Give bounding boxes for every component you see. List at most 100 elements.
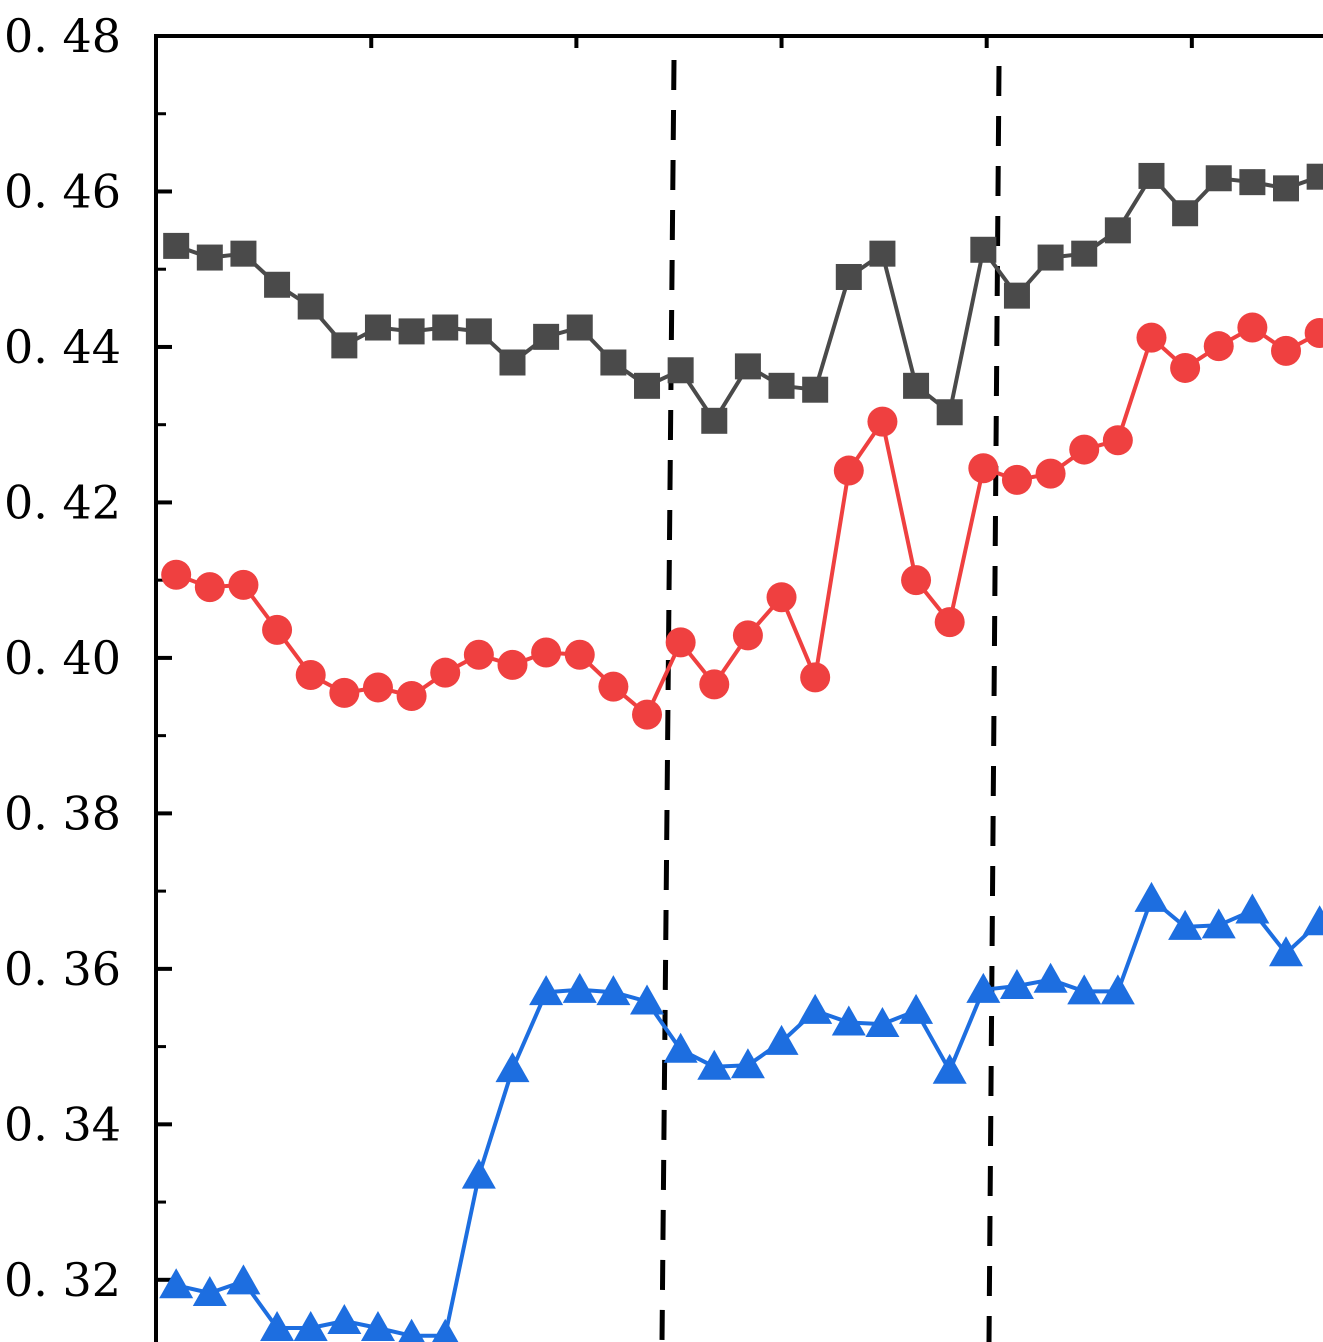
reference-lines (659, 59, 1002, 1342)
data-point-triangle (529, 975, 564, 1006)
y-tick-label: 0. 38 (4, 786, 121, 840)
data-point-square (667, 357, 694, 384)
y-tick-label: 0. 48 (4, 9, 121, 63)
y-tick-label: 0. 32 (4, 1253, 121, 1307)
y-tick-label: 0. 44 (4, 320, 121, 374)
data-point-circle (1069, 434, 1100, 465)
data-point-circle (1102, 425, 1133, 456)
data-point-triangle (398, 1318, 425, 1342)
data-point-circle (901, 565, 932, 596)
y-tick-label: 0. 40 (4, 631, 121, 685)
data-point-triangle (1033, 962, 1068, 993)
data-point-square (264, 271, 291, 298)
data-point-circle (732, 620, 763, 651)
data-point-square (734, 353, 761, 380)
data-point-square (499, 349, 526, 376)
data-series (159, 162, 1323, 1342)
data-point-triangle (630, 984, 665, 1015)
y-tick-label: 0. 34 (4, 1097, 121, 1151)
data-point-triangle (831, 1005, 866, 1036)
data-point-triangle (999, 968, 1034, 999)
data-point-square (634, 372, 661, 399)
data-point-circle (1203, 331, 1234, 362)
data-point-circle (329, 677, 360, 708)
data-point-square (1003, 282, 1030, 309)
y-tick-label: 0. 36 (4, 942, 121, 996)
data-point-square (566, 314, 593, 341)
data-point-triangle (1269, 936, 1304, 967)
data-point-circle (463, 639, 494, 670)
reference-line-2 (986, 65, 1002, 1342)
data-point-triangle (1100, 974, 1135, 1005)
data-point-circle (228, 569, 259, 600)
data-point-triangle (1134, 881, 1169, 912)
series-circle (161, 312, 1323, 730)
series-line (175, 173, 1321, 423)
data-point-triangle (293, 1311, 328, 1342)
data-point-circle (430, 657, 461, 688)
data-point-triangle (663, 1032, 698, 1063)
data-point-triangle (260, 1311, 295, 1342)
data-point-square (903, 372, 930, 399)
y-axis-tick-labels: 0. 32 0. 34 0. 36 0. 38 0. 40 0. 42 0. 44 0. 46… (4, 9, 121, 1307)
data-point-square (1071, 240, 1098, 267)
data-point-triangle (461, 1158, 496, 1189)
data-point-square (196, 244, 223, 271)
data-point-triangle (730, 1048, 765, 1079)
data-point-triangle (226, 1264, 261, 1295)
data-point-square (432, 314, 459, 341)
data-point-square (465, 318, 492, 345)
data-point-square (1104, 217, 1131, 244)
data-point-triangle (764, 1024, 799, 1055)
data-point-circle (766, 582, 797, 613)
data-point-circle (396, 680, 427, 711)
data-point-square (701, 407, 728, 434)
data-point-square (398, 318, 425, 345)
data-point-circle (968, 453, 999, 484)
series-line (175, 896, 1321, 1338)
data-point-square (936, 399, 963, 426)
data-point-triangle (495, 1052, 530, 1083)
data-point-square (1037, 244, 1064, 271)
data-point-triangle (596, 975, 631, 1006)
data-point-circle (1304, 317, 1323, 348)
data-point-circle (262, 614, 293, 645)
data-point-triangle (1201, 908, 1236, 939)
y-tick-label: 0. 46 (4, 164, 121, 218)
data-point-circle (934, 607, 965, 638)
data-point-circle (194, 572, 225, 603)
data-point-triangle (1168, 909, 1203, 940)
series-line (175, 325, 1321, 717)
data-point-square (533, 323, 560, 350)
data-point-circle (295, 660, 326, 691)
data-point-circle (531, 637, 562, 668)
data-point-square (1239, 169, 1266, 196)
data-point-square (1306, 163, 1323, 190)
data-point-triangle (327, 1304, 362, 1335)
data-point-circle (1271, 335, 1302, 366)
data-point-circle (1035, 458, 1066, 489)
data-point-triangle (865, 1007, 900, 1038)
data-point-triangle (562, 972, 597, 1003)
series-triangle (159, 881, 1323, 1342)
data-point-triangle (360, 1311, 395, 1342)
data-point-square (1172, 200, 1199, 227)
data-point-square (1273, 175, 1300, 202)
data-point-circle (632, 699, 663, 730)
data-point-triangle (432, 1318, 459, 1342)
data-point-circle (161, 559, 192, 590)
data-point-circle (362, 672, 393, 703)
data-point-triangle (798, 993, 833, 1024)
data-point-square (163, 232, 190, 259)
data-point-circle (1170, 352, 1201, 383)
data-point-circle (497, 649, 528, 680)
data-point-triangle (1235, 893, 1270, 924)
series-square (163, 162, 1323, 434)
data-point-square (364, 314, 391, 341)
y-axis-ticks (156, 34, 172, 1282)
data-point-square (802, 376, 829, 403)
data-point-square (230, 240, 257, 267)
data-point-triangle (966, 972, 1001, 1003)
data-point-triangle (159, 1268, 194, 1299)
